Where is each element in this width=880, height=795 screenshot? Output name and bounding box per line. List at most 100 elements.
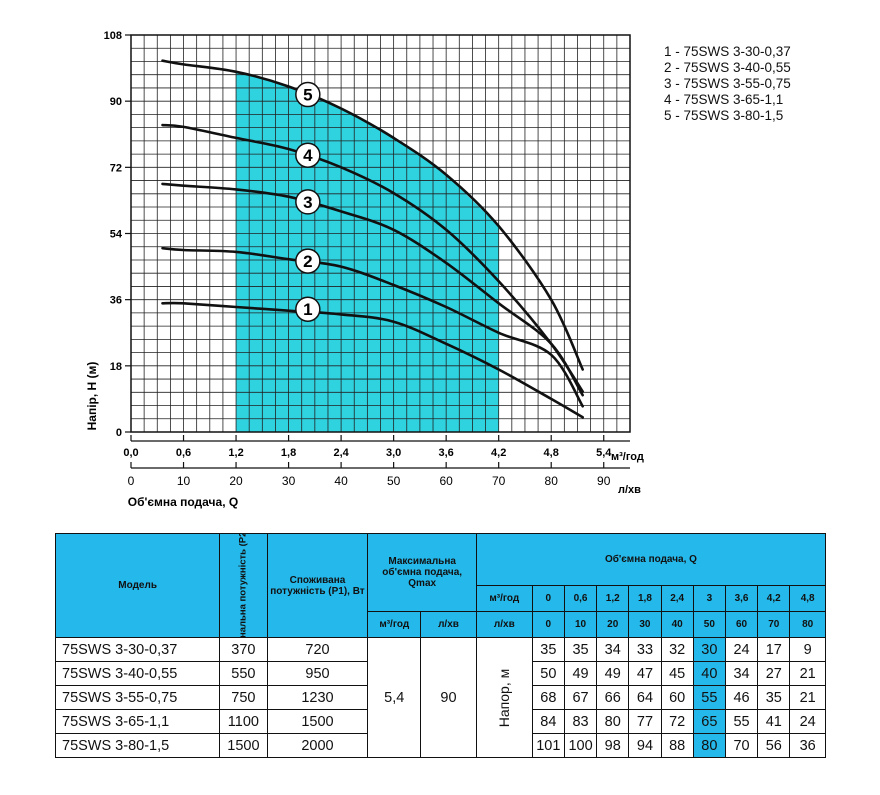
y-tick-label: 0 xyxy=(116,427,122,439)
table-row: 75SWS 3-30-0,37 370 720 5,4 90 Напор, м 35 35 34… xyxy=(54,637,826,758)
legend-item: 4 - 75SWS 3-65-1,1 xyxy=(664,92,784,107)
curve-label-5: 5 xyxy=(303,86,312,105)
flow-lmin-cell: 70 xyxy=(757,611,791,638)
consumed-power-cell: 1500 xyxy=(266,709,369,734)
x-axis-label: Об'ємна подача, Q xyxy=(128,495,238,509)
consumed-power-cell: 1230 xyxy=(266,685,369,710)
header-nominal-power: Номінальна потужність (P2), Вт xyxy=(219,533,268,638)
curve-label-circle xyxy=(295,248,321,274)
y-tick-label: 108 xyxy=(104,30,122,42)
flow-lmin-cell: 40 xyxy=(660,611,694,638)
header-model: Модель xyxy=(54,533,221,638)
x-tick-label: 1,2 xyxy=(228,447,243,459)
head-value-cell: 55 xyxy=(724,709,759,734)
head-value-cell: 94 xyxy=(628,733,662,758)
head-value-cell: 21 xyxy=(789,661,826,686)
model-cell: 75SWS 3-80-1,5 xyxy=(54,733,221,758)
x-tick-label: 3,6 xyxy=(439,447,454,459)
flow-lmin-cell: 50 xyxy=(692,611,726,638)
consumed-power-cell: 720 xyxy=(266,637,369,662)
head-value-cell: 98 xyxy=(596,733,630,758)
y-tick-label: 36 xyxy=(110,295,122,307)
curve-5 xyxy=(161,59,584,371)
header-flow: Об'ємна подача, Q xyxy=(475,533,827,586)
head-value-cell: 35 xyxy=(531,637,565,662)
head-value-cell: 24 xyxy=(789,709,826,734)
head-value-cell: 45 xyxy=(660,661,694,686)
head-value-cell: 67 xyxy=(563,685,598,710)
flow-m3h-cell: 0,6 xyxy=(563,585,598,612)
qmax-m3h-cell: 5,4 xyxy=(367,637,422,758)
x-tick-label: 2,4 xyxy=(333,447,349,459)
head-value-cell: 46 xyxy=(724,685,759,710)
y-axis-label: Напір, Н (м) xyxy=(85,362,99,431)
head-value-cell: 80 xyxy=(692,733,726,758)
x-tick-label: 3,0 xyxy=(386,447,401,459)
curve-label-circle xyxy=(295,189,321,215)
header-qmax-m3h: м³/год xyxy=(367,611,422,638)
x2-tick-label: 0 xyxy=(128,474,135,488)
head-value-cell: 24 xyxy=(724,637,759,662)
curve-label-4: 4 xyxy=(303,146,313,165)
head-value-cell: 40 xyxy=(692,661,726,686)
nominal-power-cell: 1500 xyxy=(219,733,268,758)
curve-label-circle xyxy=(295,296,321,322)
flow-lmin-cell: 0 xyxy=(531,611,565,638)
head-value-cell: 49 xyxy=(563,661,598,686)
table-row: 75SWS 3-65-1,1 1100 1500 84 83 80 77 72 65 55 41 24 xyxy=(54,709,826,734)
header-flow-m3h: м³/год xyxy=(475,585,533,612)
x2-tick-label: 50 xyxy=(387,474,401,488)
head-value-cell: 70 xyxy=(724,733,759,758)
head-value-cell: 83 xyxy=(563,709,598,734)
head-value-cell: 35 xyxy=(563,637,598,662)
head-value-cell: 32 xyxy=(660,637,694,662)
head-value-cell: 77 xyxy=(628,709,662,734)
model-cell: 75SWS 3-55-0,75 xyxy=(54,685,221,710)
head-value-cell: 27 xyxy=(757,661,791,686)
y-tick-label: 18 xyxy=(110,361,122,373)
y-tick-label: 90 xyxy=(110,96,122,108)
head-value-cell: 49 xyxy=(596,661,630,686)
curve-3 xyxy=(161,182,584,397)
spec-table: Модель Номінальна потужність (P2), Вт Сп… xyxy=(54,533,827,758)
head-value-cell: 34 xyxy=(724,661,759,686)
header-qmax: Максимальна об'ємна подача, Qmax xyxy=(367,533,477,612)
curve-label-1: 1 xyxy=(303,300,312,319)
flow-m3h-cell: 1,2 xyxy=(596,585,630,612)
head-value-cell: 34 xyxy=(596,637,630,662)
flow-lmin-cell: 80 xyxy=(789,611,826,638)
x2-tick-label: 70 xyxy=(492,474,506,488)
flow-m3h-cell: 2,4 xyxy=(660,585,694,612)
qmax-lmin-cell: 90 xyxy=(420,637,477,758)
head-value-cell: 33 xyxy=(628,637,662,662)
curve-label-3: 3 xyxy=(303,193,312,212)
consumed-power-cell: 2000 xyxy=(266,733,369,758)
head-value-cell: 101 xyxy=(531,733,565,758)
table-row: 75SWS 3-80-1,5 1500 2000 101 100 98 94 88 80 70 56… xyxy=(54,733,826,758)
head-value-cell: 72 xyxy=(660,709,694,734)
flow-m3h-cell: 3,6 xyxy=(724,585,759,612)
consumed-power-cell: 950 xyxy=(266,661,369,686)
head-value-cell: 60 xyxy=(660,685,694,710)
head-value-cell: 9 xyxy=(789,637,826,662)
legend-item: 2 - 75SWS 3-40-0,55 xyxy=(664,60,791,75)
curve-2 xyxy=(161,246,584,408)
head-value-cell: 21 xyxy=(789,685,826,710)
curve-1 xyxy=(161,301,584,419)
x-tick-label: 4,8 xyxy=(544,447,559,459)
head-label-cell: Напор, м xyxy=(475,637,533,758)
head-value-cell: 64 xyxy=(628,685,662,710)
flow-m3h-cell: 1,8 xyxy=(628,585,662,612)
curve-label-circle xyxy=(295,81,321,108)
x-unit-primary: м³/год xyxy=(611,451,644,463)
x-unit-secondary: л/хв xyxy=(618,484,641,496)
head-value-cell: 80 xyxy=(596,709,630,734)
header-consumed-power: Споживана потужність (P1), Вт xyxy=(266,533,369,638)
curve-4 xyxy=(161,123,584,393)
head-label: Напор, м xyxy=(496,668,513,727)
curve-label-circle xyxy=(295,142,321,168)
curve-label-2: 2 xyxy=(303,252,312,271)
head-value-cell: 88 xyxy=(660,733,694,758)
x-tick-label: 0,6 xyxy=(176,447,191,459)
x2-tick-label: 90 xyxy=(597,474,611,488)
